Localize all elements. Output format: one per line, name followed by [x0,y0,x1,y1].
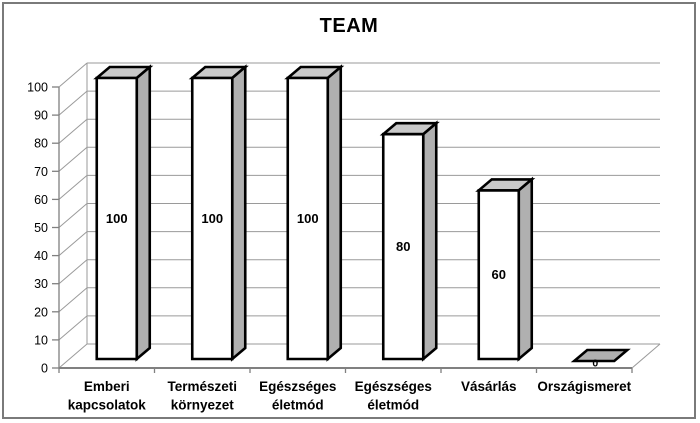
x-category-label: Természeti [167,379,237,394]
x-category-label: Egészséges [259,379,336,394]
x-category-label: életmód [272,398,324,413]
gridline-depth [58,343,88,369]
bar-side-face [517,176,534,362]
y-tick-label: 80 [34,137,48,151]
bar-front-face [95,76,139,361]
bar-value-label: 60 [492,267,506,282]
bar-side-face [135,64,152,362]
bar-value-label: 100 [201,211,223,226]
x-category-label: Országismeret [537,379,631,394]
gridline-depth [58,175,88,200]
gridline-depth [58,231,88,256]
gridline-depth [58,203,88,228]
x-category-label: Egészséges [355,379,432,394]
bar-front-face [286,76,330,361]
y-tick-label: 0 [41,362,48,376]
bar-value-label: 0 [592,358,598,370]
y-tick-label: 10 [34,333,48,347]
chart-figure: TEAM 0 10 20 30 40 50 60 70 80 90 100 Emberi kapcsol… [2,2,696,419]
x-category-label: Emberi [84,379,130,394]
gridline-depth [58,90,88,116]
x-category-label: életmód [367,398,419,413]
gridline-depth [58,315,88,341]
bar-zero-plate [570,348,631,363]
y-tick-label: 50 [34,221,48,235]
x-category-label: Vásárlás [461,379,517,394]
bar-front-face [381,132,425,361]
gridline-depth [58,259,88,285]
y-tick-label: 30 [34,277,48,291]
y-tick-label: 100 [27,81,48,95]
bar-side-face [421,120,438,362]
y-tick-label: 60 [34,193,48,207]
bar-chart-3d-canvas: 0 10 20 30 40 50 60 70 80 90 100 Emberi kapcsolatok T… [27,62,661,413]
gridline-depth [58,146,88,172]
chart-title: TEAM [319,15,379,37]
gridline-depth [58,62,88,88]
x-category-label: kapcsolatok [68,398,147,413]
y-tick-label: 40 [34,249,48,263]
gridline-depth [58,287,88,313]
y-tick-label: 70 [34,165,48,179]
bar-side-face [230,64,247,362]
bar-value-label: 80 [396,239,410,254]
gridline-depth [58,118,88,144]
x-category-label: környezet [171,398,235,413]
y-tick-label: 20 [34,305,48,319]
y-tick-label: 90 [34,109,48,123]
bar-front-face [477,189,521,361]
bar-side-face [326,64,343,362]
bar-front-face [190,76,234,361]
floor-right-edge [631,343,661,369]
bar-value-label: 100 [297,211,319,226]
bar-value-label: 100 [106,211,128,226]
